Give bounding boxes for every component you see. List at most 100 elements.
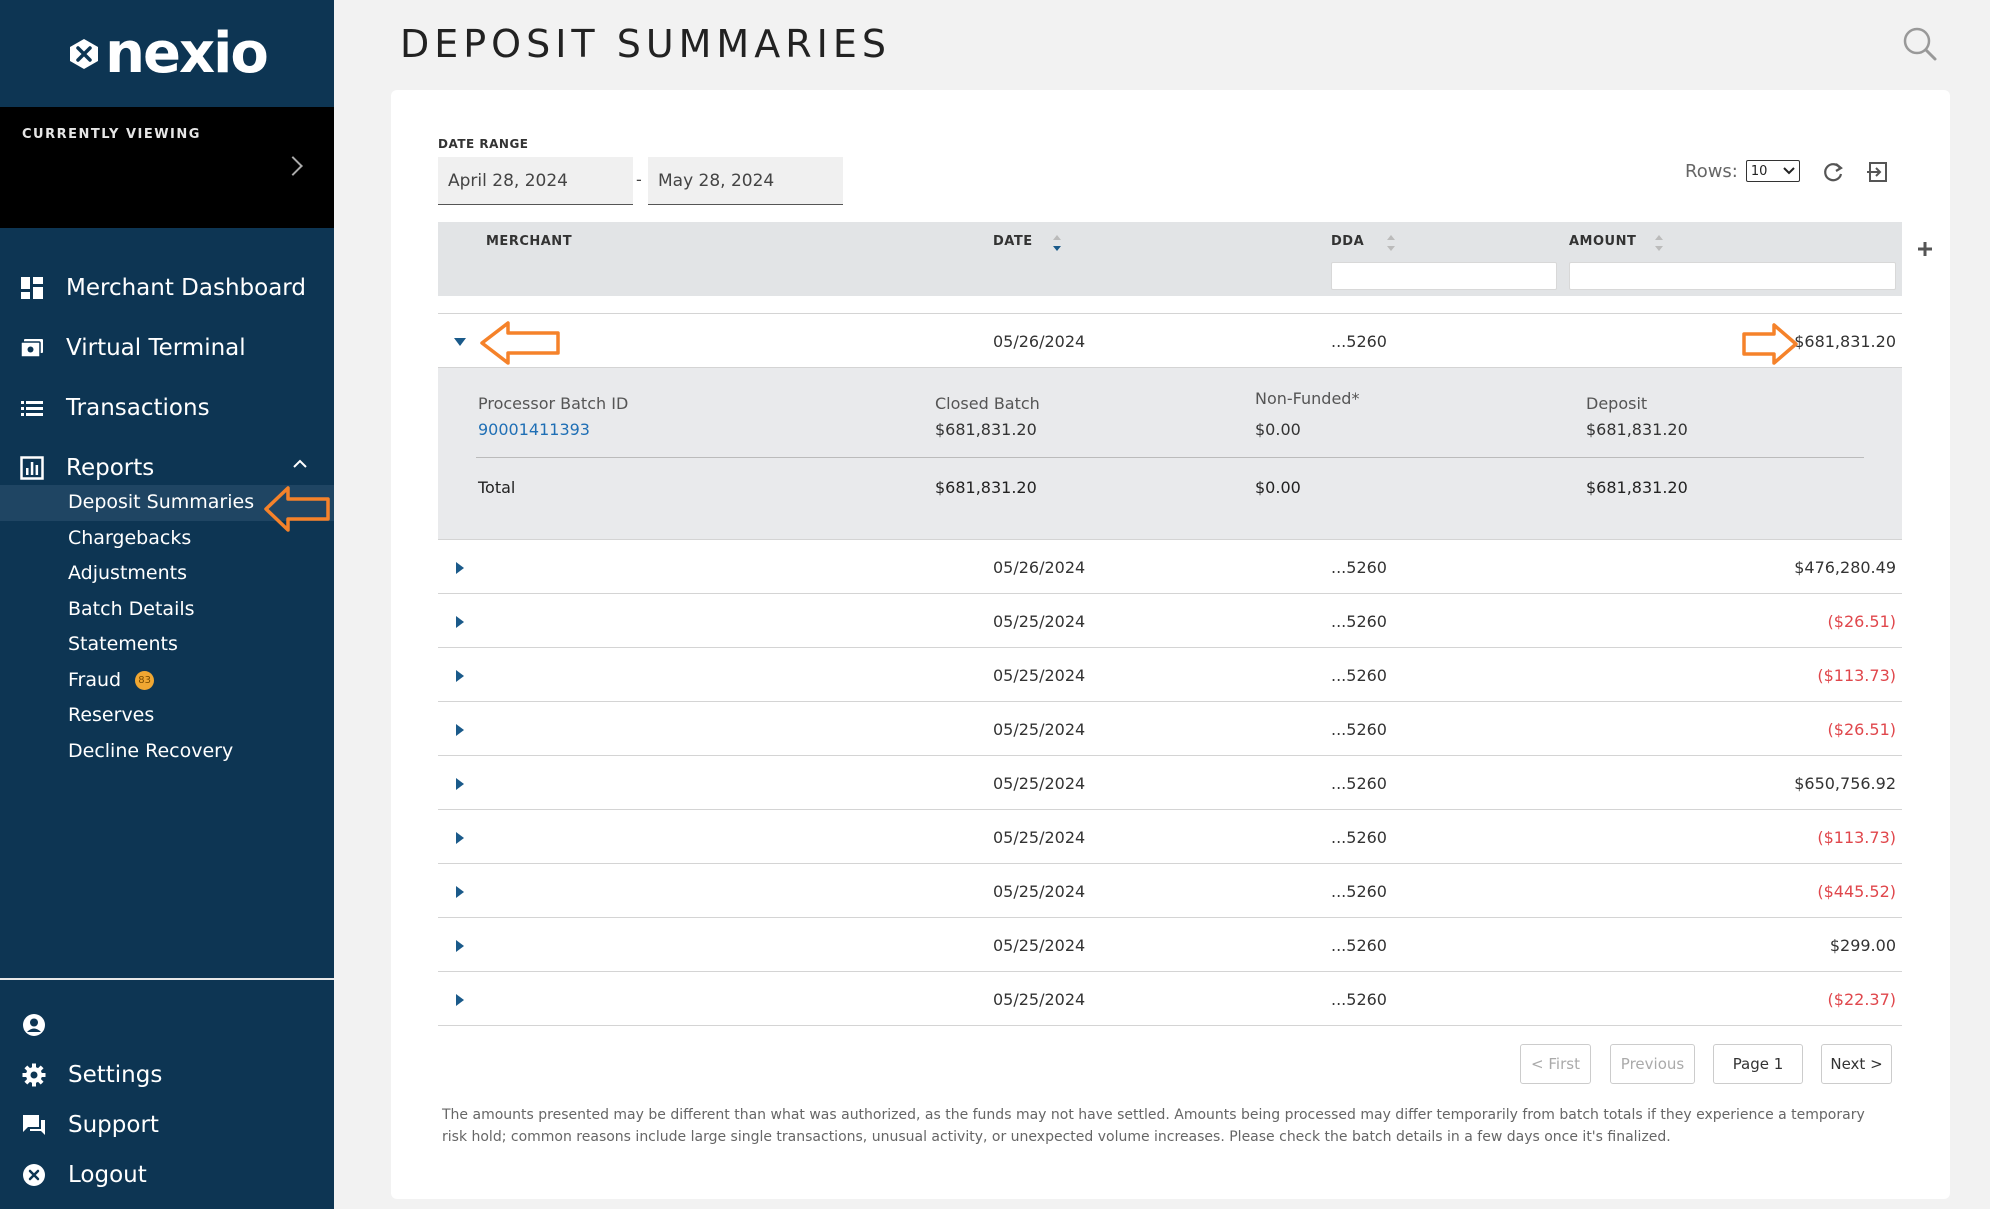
table-row[interactable]: 05/25/2024 ...5260 ($113.73) [438,810,1902,864]
pager-first-button[interactable]: < First [1520,1044,1591,1084]
column-amount[interactable]: AMOUNT [1569,234,1637,249]
deposit-label: Deposit [1586,394,1648,413]
rows-select[interactable]: 10 [1745,160,1800,182]
row-dda: ...5260 [1331,882,1387,901]
nav-item-virtual-terminal[interactable]: Virtual Terminal [0,318,334,378]
expanded-divider [476,457,1864,458]
row-dda: ...5260 [1331,774,1387,793]
caret-right-icon[interactable] [456,724,464,736]
total-label: Total [478,478,516,497]
subnav-statements[interactable]: Statements [68,633,178,655]
nav-item-profile[interactable] [0,1000,334,1050]
nav-item-merchant-dashboard[interactable]: Merchant Dashboard [0,258,334,318]
subnav-batch-details[interactable]: Batch Details [68,597,195,620]
subnav-fraud-label: Fraud [68,668,122,691]
row-amount: $681,831.20 [1794,332,1896,351]
table-row[interactable]: 05/25/2024 ...5260 ($113.73) [438,648,1902,702]
table-row[interactable]: 05/25/2024 ...5260 $650,756.92 [438,756,1902,810]
chevron-down-icon [1783,167,1795,175]
column-merchant[interactable]: MERCHANT [486,234,573,249]
caret-right-icon[interactable] [456,562,464,574]
pager-page-indicator: Page 1 [1713,1044,1803,1084]
sort-icon[interactable] [1654,232,1664,254]
currently-viewing-panel[interactable]: CURRENTLY VIEWING [0,107,334,228]
table-row[interactable]: 05/25/2024 ...5260 ($26.51) [438,702,1902,756]
amount-filter-input[interactable] [1569,262,1896,290]
caret-right-icon[interactable] [456,994,464,1006]
annotation-arrow-right-icon [1742,323,1798,365]
batch-id-label: Processor Batch ID [478,394,629,413]
table-row[interactable]: 05/26/2024 ...5260 $681,831.20 [438,314,1902,368]
closed-batch-value: $681,831.20 [935,420,1037,439]
total-deposit-value: $681,831.20 [1586,478,1688,497]
refresh-icon[interactable] [1822,160,1846,184]
total-closed-value: $681,831.20 [935,478,1037,497]
subnav-reserves[interactable]: Reserves [68,704,155,726]
caret-right-icon[interactable] [456,616,464,628]
caret-right-icon[interactable] [456,940,464,952]
export-icon[interactable] [1866,160,1890,184]
chevron-up-icon[interactable] [292,459,308,469]
plus-icon[interactable] [1916,240,1934,258]
dda-filter-input[interactable] [1331,262,1557,290]
search-icon[interactable] [1902,26,1938,62]
caret-right-icon[interactable] [456,886,464,898]
caret-right-icon[interactable] [456,670,464,682]
rows-control: Rows: 10 [1685,160,1800,182]
rows-label: Rows: [1685,160,1738,182]
non-funded-value: $0.00 [1255,420,1301,439]
batch-id-link[interactable]: 90001411393 [478,420,590,439]
pager-next-button[interactable]: Next > [1821,1044,1892,1084]
user-icon [23,1014,45,1036]
caret-right-icon[interactable] [456,832,464,844]
table-row[interactable]: 05/25/2024 ...5260 ($22.37) [438,972,1902,1026]
chat-icon [23,1115,45,1135]
table-row[interactable]: 05/25/2024 ...5260 $299.00 [438,918,1902,972]
subnav-fraud[interactable]: Fraud 83 [0,663,334,699]
sort-icon[interactable] [1386,232,1396,254]
nav-item-settings[interactable]: Settings [0,1050,334,1100]
subnav-deposit-summaries[interactable]: Deposit Summaries [0,485,334,521]
main-nav: Merchant Dashboard Virtual Terminal Tran… [0,258,334,498]
dashboard-icon [21,277,43,299]
logo[interactable]: nexio [0,0,334,107]
subnav-chargebacks[interactable]: Chargebacks [68,526,192,549]
date-start-input[interactable] [438,157,633,205]
page-title: DEPOSIT SUMMARIES [400,22,891,66]
row-dda: ...5260 [1331,936,1387,955]
date-end-input[interactable] [648,157,843,205]
nav-item-reports[interactable]: Reports [0,438,334,498]
pager-previous-button[interactable]: Previous [1610,1044,1695,1084]
table-row[interactable]: 05/25/2024 ...5260 ($445.52) [438,864,1902,918]
row-date: 05/25/2024 [993,720,1086,739]
disclaimer-text: The amounts presented may be different t… [442,1107,1865,1145]
column-dda[interactable]: DDA [1331,234,1365,249]
row-dda: ...5260 [1331,828,1387,847]
chevron-right-icon[interactable] [283,156,303,176]
closed-batch-label: Closed Batch [935,394,1040,413]
sort-desc-icon[interactable] [1052,232,1062,254]
caret-down-icon[interactable] [454,338,466,346]
column-date[interactable]: DATE [993,234,1033,249]
nav-item-transactions[interactable]: Transactions [0,378,334,438]
row-dda: ...5260 [1331,558,1387,577]
row-amount: ($113.73) [1817,666,1896,685]
nav-item-support[interactable]: Support [0,1100,334,1150]
nav-label: Merchant Dashboard [66,275,306,301]
row-amount: ($445.52) [1817,882,1896,901]
list-icon [21,401,43,416]
close-circle-icon [23,1164,45,1186]
table-row[interactable]: 05/26/2024 ...5260 $476,280.49 [438,540,1902,594]
table-header: MERCHANT DATE DDA AMOUNT [438,222,1902,296]
subnav-adjustments[interactable]: Adjustments [68,562,187,584]
table-row[interactable]: 05/25/2024 ...5260 ($26.51) [438,594,1902,648]
row-date: 05/26/2024 [993,558,1086,577]
subnav-decline-recovery[interactable]: Decline Recovery [68,739,234,762]
non-funded-label: Non-Funded* [1255,389,1360,408]
nav-label: Reports [66,455,155,481]
nav-label: Logout [68,1162,147,1188]
row-dda: ...5260 [1331,332,1387,351]
nav-item-logout[interactable]: Logout [0,1150,334,1200]
caret-right-icon[interactable] [456,778,464,790]
annotation-arrow-left-icon [264,486,330,532]
